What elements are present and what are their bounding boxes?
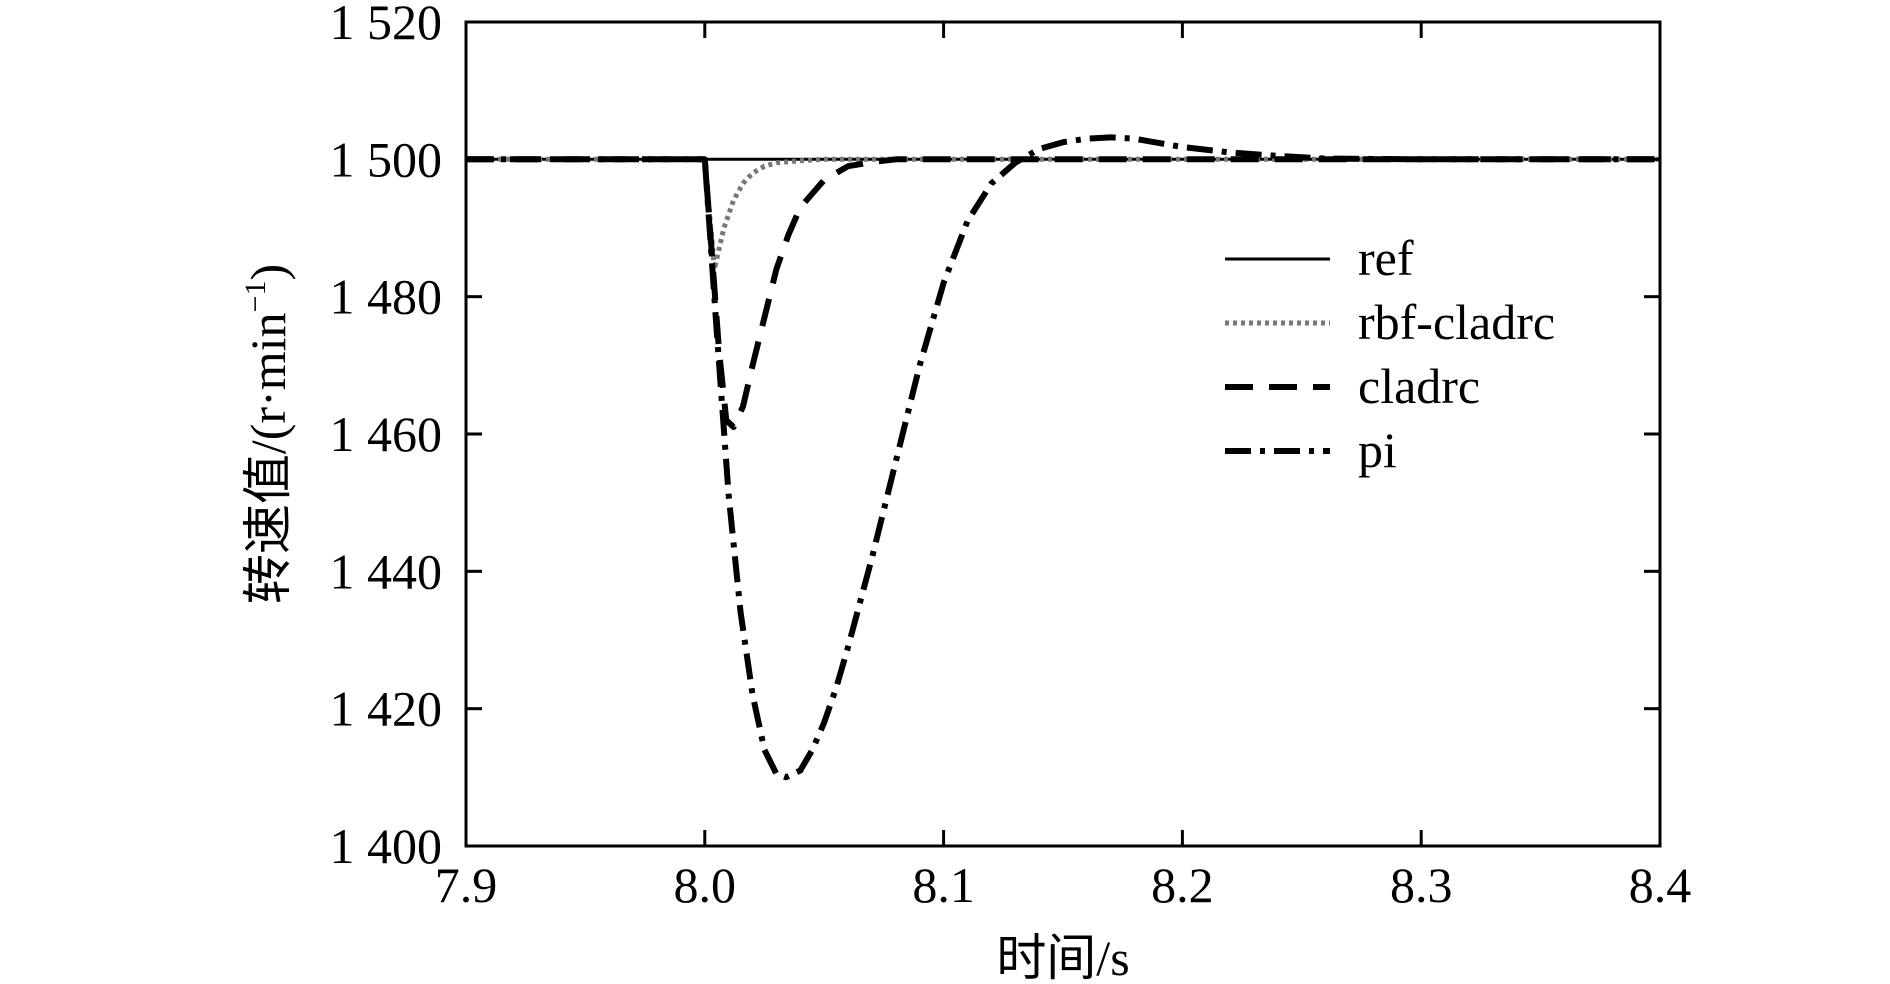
legend-label-pi: pi	[1358, 422, 1397, 478]
y-axis-title-superscript: −1	[239, 281, 272, 313]
y-tick-label: 1 460	[330, 406, 443, 462]
y-axis-title: 转速值/(r·min−1)	[239, 264, 296, 604]
x-tick-label: 8.0	[674, 857, 737, 913]
x-tick-label: 8.3	[1390, 857, 1453, 913]
tick-layer	[464, 20, 1662, 848]
y-tick-label: 1 520	[330, 0, 443, 50]
x-tick-label: 8.2	[1151, 857, 1214, 913]
legend: ref rbf-cladrc cladrc pi	[1225, 230, 1555, 478]
x-tick-label: 8.1	[912, 857, 975, 913]
legend-label-ref: ref	[1358, 230, 1414, 286]
legend-label-rbf-cladrc: rbf-cladrc	[1358, 294, 1555, 350]
y-tick-label: 1 480	[330, 269, 443, 325]
x-tick-label: 7.9	[435, 857, 498, 913]
series-line-rbf-cladrc	[466, 156, 1660, 272]
label-layer: 7.9 8.0 8.1 8.2 8.3 8.4 1 400 1 420 1 440 1 460 1 …	[330, 0, 1692, 913]
y-tick-label: 1 440	[330, 543, 443, 599]
series-layer	[466, 134, 1660, 781]
legend-label-cladrc: cladrc	[1358, 358, 1480, 414]
y-tick-label: 1 500	[330, 131, 443, 187]
y-tick-label: 1 420	[330, 681, 443, 737]
y-axis-title-main: 转速值/(r·min	[240, 312, 296, 604]
x-tick-label: 8.4	[1629, 857, 1692, 913]
y-tick-label: 1 400	[330, 818, 443, 874]
x-axis-title: 时间/s	[996, 930, 1129, 984]
y-axis-title-close: )	[240, 264, 296, 281]
series-line-pi	[466, 134, 1660, 781]
